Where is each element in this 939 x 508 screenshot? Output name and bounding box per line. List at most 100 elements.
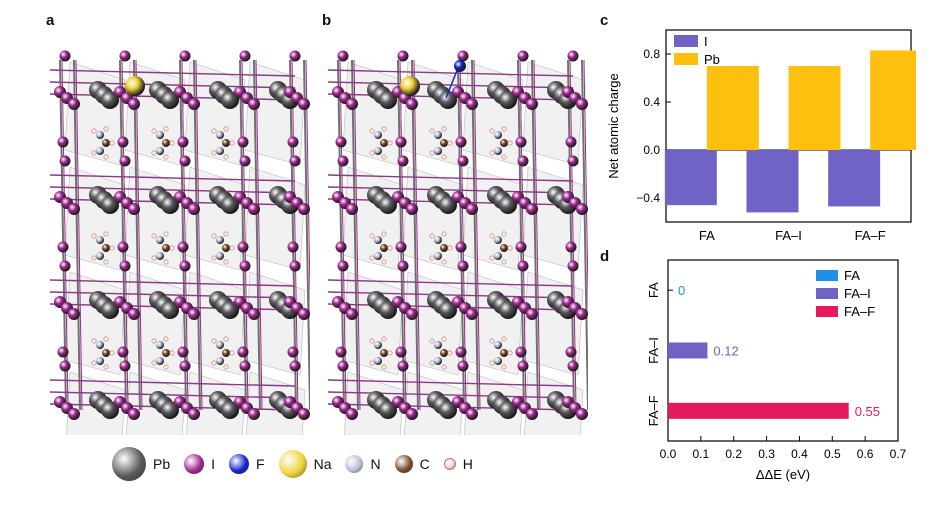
atom-legend-label: Pb [153,456,171,472]
h-atom [103,364,109,370]
h-atom [369,255,375,261]
i-atom [517,260,529,272]
i-atom [237,136,249,148]
n-atom [434,357,442,365]
i-atom [455,346,467,358]
h-atom [369,338,375,344]
i-atom [397,360,409,372]
n-atom [434,252,442,260]
n-atom [96,357,104,365]
octahedron-shading [462,166,524,271]
i-atom [287,136,299,148]
i-atom [287,241,299,253]
i-atom [397,155,409,167]
h-atom [501,336,507,342]
h-atom [429,360,435,366]
h-atom [429,150,435,156]
i-atom [335,241,347,253]
legend-swatch [816,288,838,299]
bond-line [445,67,459,99]
h-atom [369,150,375,156]
h-atom [163,154,169,160]
pb-atom [161,401,179,419]
y-tick-label: 0.4 [643,95,660,109]
bond-line [255,59,263,411]
h-atom [441,364,447,370]
h-atom [109,140,115,146]
h-atom [507,245,513,251]
i-atom [188,308,200,320]
h-atom [223,154,229,160]
i-atom [466,203,478,215]
i-atom [346,308,358,320]
pb-atom [439,401,457,419]
bond-line [583,59,588,323]
i-atom [119,155,131,167]
i-atom [466,98,478,110]
i-atom [517,155,529,167]
i-atom [117,346,129,358]
bar-pb [788,66,841,150]
bond-line [411,59,419,411]
h-atom [489,233,495,239]
h-atom [489,255,495,261]
n-atom [96,341,104,349]
h-atom [109,245,115,251]
octahedron-shading [64,61,126,166]
legend-label: FA–F [844,304,875,319]
bond-line [49,69,296,77]
h-atom [91,150,97,156]
i-atom [397,260,409,272]
i-atom [395,346,407,358]
i-atom [335,136,347,148]
h-atom [223,126,229,132]
octahedron-shading [342,61,404,166]
n-atom [96,252,104,260]
bond-line [49,174,296,182]
n-atom [216,131,224,139]
n-atom [156,357,164,365]
i-atom [526,408,538,420]
i-atom [466,308,478,320]
h-atom [381,259,387,265]
value-label: 0.55 [855,404,880,419]
x-tick-label: FA–F [855,228,886,243]
pb-atom [101,91,119,109]
atom-legend-label: C [419,456,430,472]
h-atom [151,360,157,366]
h-atom [501,231,507,237]
i-atom [57,241,69,253]
atom-legend-item: F [229,454,265,474]
i-atom [567,50,579,62]
n-atom [216,357,224,365]
n-atom [374,252,382,260]
bond-line [75,59,83,411]
bond-line [471,59,479,411]
bond-line [193,59,201,411]
bond-line [327,174,574,182]
i-atom [406,98,418,110]
i-atom [68,98,80,110]
n-atom [96,236,104,244]
i-atom [406,308,418,320]
atom-legend-item: Na [278,450,331,478]
octahedron-shading [522,166,584,271]
atom-legend-item: C [394,455,430,473]
legend-swatch [816,306,838,317]
atom-legend-label: I [211,456,216,472]
pb-atom [101,301,119,319]
pb-atom [221,91,239,109]
h-atom [163,259,169,265]
octahedron-shading [64,166,126,271]
i-atom [457,155,469,167]
pb-atom [439,91,457,109]
bond-line [73,59,81,411]
pb-atom [221,301,239,319]
c-atom [440,349,448,357]
i-atom [239,155,251,167]
legend-label: FA [844,268,860,283]
bar-fa-i [668,342,708,359]
y-axis-label: Net atomic charge [606,73,621,179]
y-tick-label: FA–I [646,337,661,364]
delta-delta-e-chart: 0.0 0.1 0.2 0.3 0.4 0.5 0.6 0.7 ΔΔE (eV) FA 0 FA–I 0… [646,259,907,482]
